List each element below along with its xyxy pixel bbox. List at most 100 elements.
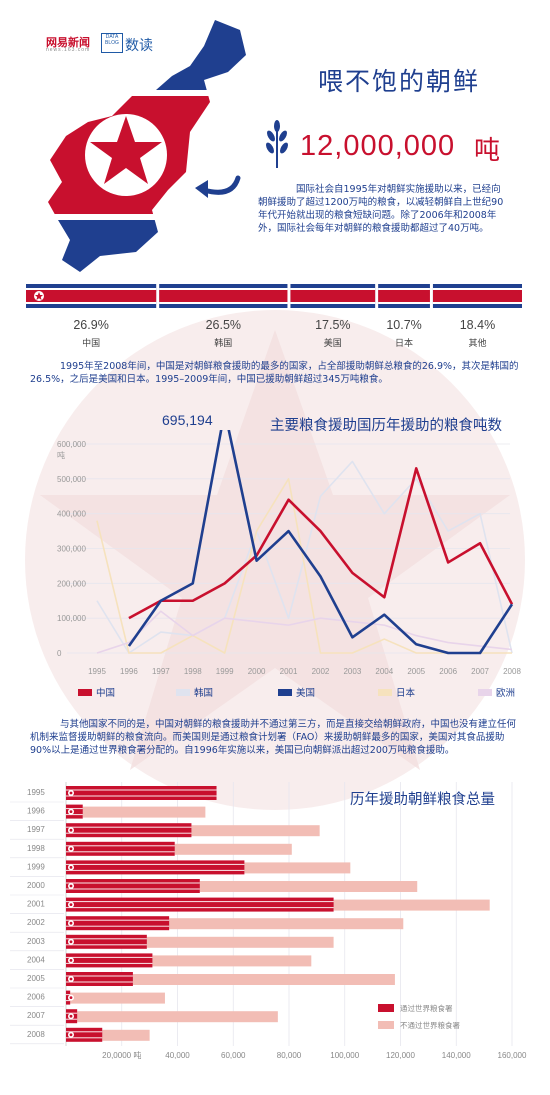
- x-tick-label: 140,000: [442, 1051, 471, 1060]
- bar-row: [66, 879, 418, 893]
- china-share-paragraph: 1995年至2008年间，中国是对朝鲜粮食援助的最多的国家，占全部援助朝鲜总粮食…: [30, 361, 519, 385]
- bar-row: [66, 841, 292, 856]
- share-segment: [26, 284, 157, 308]
- bar-row: [66, 1009, 278, 1024]
- y-tick-label: 0: [57, 649, 62, 658]
- flag-star-mini: [69, 940, 73, 944]
- line-chart-title: 主要粮食援助国历年援助的粮食吨数: [270, 418, 502, 434]
- x-tick-label: 40,000: [165, 1051, 190, 1060]
- y-tick-label: 400,000: [57, 510, 86, 519]
- bar-non-wfp: [191, 825, 320, 837]
- x-tick-label: 1998: [184, 667, 202, 676]
- share-country: 其他: [468, 339, 487, 349]
- x-tick-label: 20,0000 吨: [102, 1050, 141, 1060]
- legend-swatch: [478, 689, 492, 696]
- year-label: 1999: [27, 862, 45, 871]
- year-label: 2007: [27, 1011, 45, 1020]
- share-percent: 10.7%: [386, 318, 422, 332]
- curved-arrow-icon: [195, 175, 241, 198]
- flag-star-mini: [69, 847, 73, 851]
- share-percent: 26.9%: [73, 318, 109, 332]
- bar-non-wfp: [244, 862, 351, 874]
- bar-row: [66, 823, 320, 838]
- flag-star-mini: [69, 921, 73, 925]
- y-tick-label: 100,000: [57, 614, 86, 623]
- bar-stripe-inner: [66, 846, 175, 852]
- x-tick-label: 2006: [439, 667, 457, 676]
- year-label: 1995: [27, 788, 45, 797]
- x-tick-label: 2000: [248, 667, 266, 676]
- legend-swatch: [378, 1004, 394, 1012]
- bar-stripe-inner: [66, 790, 217, 796]
- share-percent: 17.5%: [315, 318, 351, 332]
- year-label: 2006: [27, 993, 45, 1002]
- x-tick-label: 2005: [407, 667, 425, 676]
- brand-url: news.163.com: [46, 47, 91, 53]
- x-tick-label: 2008: [503, 667, 521, 676]
- year-label: 2008: [27, 1030, 45, 1039]
- bar-stripe-inner: [66, 920, 170, 926]
- legend-label: 中国: [96, 688, 116, 699]
- flag-star-mini: [69, 828, 73, 832]
- x-tick-label: 2004: [375, 667, 393, 676]
- line-chart: 0 100,000 200,000 300,000 400,000 500,000 600,…: [57, 430, 521, 676]
- year-label: 2000: [27, 881, 45, 890]
- x-tick-label: 2003: [343, 667, 361, 676]
- flag-star-mini: [69, 1014, 73, 1018]
- bar-row: [66, 953, 312, 968]
- flag-star: [90, 116, 162, 184]
- bar-stripe-inner: [66, 809, 83, 815]
- legend-label: 通过世界粮食署: [400, 1003, 453, 1013]
- bar-row: [66, 897, 490, 912]
- share-country: 美国: [323, 339, 342, 349]
- total-aid-unit: 吨: [474, 136, 501, 166]
- bar-row: [66, 934, 334, 949]
- brand-logo: 网易新闻: [46, 37, 90, 49]
- share-percent: 26.5%: [205, 318, 242, 332]
- bar-row: [66, 972, 395, 986]
- legend-swatch: [78, 689, 92, 696]
- bar-non-wfp: [333, 899, 490, 911]
- share-country: 日本: [395, 339, 414, 349]
- x-tick-label: 120,000: [386, 1051, 415, 1060]
- flag-star-mini: [69, 810, 73, 813]
- year-label: 2002: [27, 918, 45, 927]
- flag-star-mini: [69, 884, 73, 888]
- north-korea-flag-map: [48, 20, 246, 272]
- legend-swatch: [378, 689, 392, 696]
- series-line: [127, 430, 514, 655]
- y-tick-label: 300,000: [57, 545, 86, 554]
- peak-annotation: 695,194: [162, 412, 213, 428]
- share-country: 韩国: [214, 339, 233, 349]
- bar-stripe-inner: [66, 976, 133, 982]
- flag-star-mini: [69, 866, 73, 869]
- share-percent: 18.4%: [459, 318, 496, 332]
- legend-swatch: [176, 689, 190, 696]
- y-tick-label: 200,000: [57, 579, 86, 588]
- bar-row: [66, 860, 351, 875]
- bar-chart-title: 历年援助朝鲜粮食总量: [350, 792, 495, 808]
- background-star: [40, 330, 510, 770]
- x-tick-label: 60,000: [221, 1051, 246, 1060]
- flag-star-mini: [69, 977, 73, 981]
- flag-star-mini: [69, 959, 73, 962]
- bar-stripe-inner: [66, 1032, 103, 1038]
- year-label: 2001: [27, 900, 45, 909]
- bar-non-wfp: [82, 806, 206, 818]
- y-tick-label: 500,000: [57, 475, 86, 484]
- year-label: 2004: [27, 955, 45, 964]
- year-label: 1998: [27, 844, 45, 853]
- legend-swatch: [278, 689, 292, 696]
- legend-swatch: [378, 1021, 394, 1029]
- series-line: [96, 478, 512, 654]
- bar-non-wfp: [152, 955, 312, 967]
- y-axis-unit: 吨: [57, 450, 65, 460]
- x-tick-label: 1996: [120, 667, 138, 676]
- y-tick-label: 600,000: [57, 440, 86, 449]
- bar-stripe-inner: [66, 957, 153, 963]
- bar-non-wfp: [132, 974, 395, 985]
- flag-star-mini: [69, 903, 73, 906]
- year-label: 1996: [27, 807, 45, 816]
- x-tick-label: 80,000: [277, 1051, 302, 1060]
- share-segment: [159, 284, 288, 308]
